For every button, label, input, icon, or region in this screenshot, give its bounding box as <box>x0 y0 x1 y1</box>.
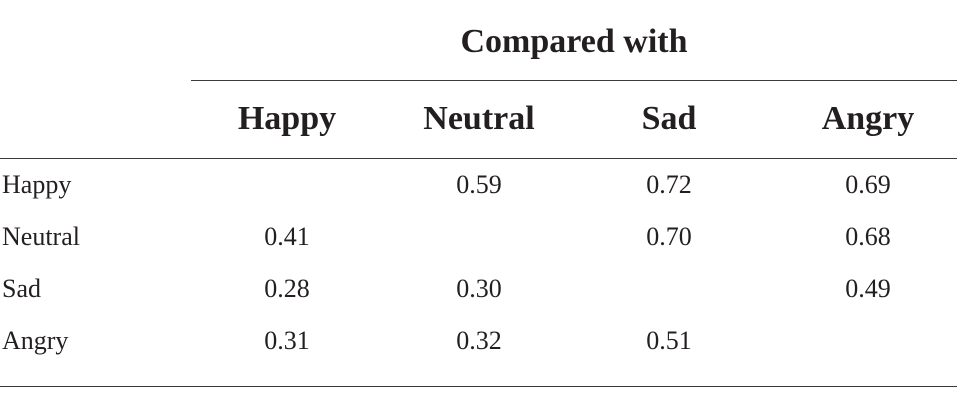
bottom-rule <box>0 386 957 387</box>
table-row: Neutral 0.41 0.70 0.68 <box>0 211 957 263</box>
group-header: Compared with <box>0 22 957 62</box>
table-cell: 0.31 <box>264 326 310 355</box>
row-label: Happy <box>2 170 72 199</box>
group-header-rule <box>191 80 957 81</box>
column-header-neutral: Neutral <box>423 100 535 137</box>
column-header-sad: Sad <box>641 100 697 137</box>
table-cell: 0.68 <box>845 222 891 251</box>
row-label: Neutral <box>2 222 80 251</box>
table-cell: 0.28 <box>264 274 310 303</box>
table-cell: 0.30 <box>456 274 502 303</box>
table-cell: 0.32 <box>456 326 502 355</box>
table-cell: 0.69 <box>845 170 891 199</box>
table-cell: 0.49 <box>845 274 891 303</box>
column-header-angry: Angry <box>821 100 915 137</box>
column-header-happy: Happy <box>237 100 337 137</box>
table-cell: 0.70 <box>646 222 692 251</box>
table-row: Angry 0.31 0.32 0.51 <box>0 315 957 367</box>
table-row: Sad 0.28 0.30 0.49 <box>0 263 957 315</box>
table-cell: 0.72 <box>646 170 692 199</box>
header-rule <box>0 158 957 159</box>
group-header-title: Compared with <box>460 23 688 60</box>
table-cell: 0.59 <box>456 170 502 199</box>
row-label: Sad <box>2 274 41 303</box>
table-cell: 0.51 <box>646 326 692 355</box>
table-row: Happy 0.59 0.72 0.69 <box>0 159 957 211</box>
table-cell: 0.41 <box>264 222 310 251</box>
row-label: Angry <box>2 326 69 355</box>
